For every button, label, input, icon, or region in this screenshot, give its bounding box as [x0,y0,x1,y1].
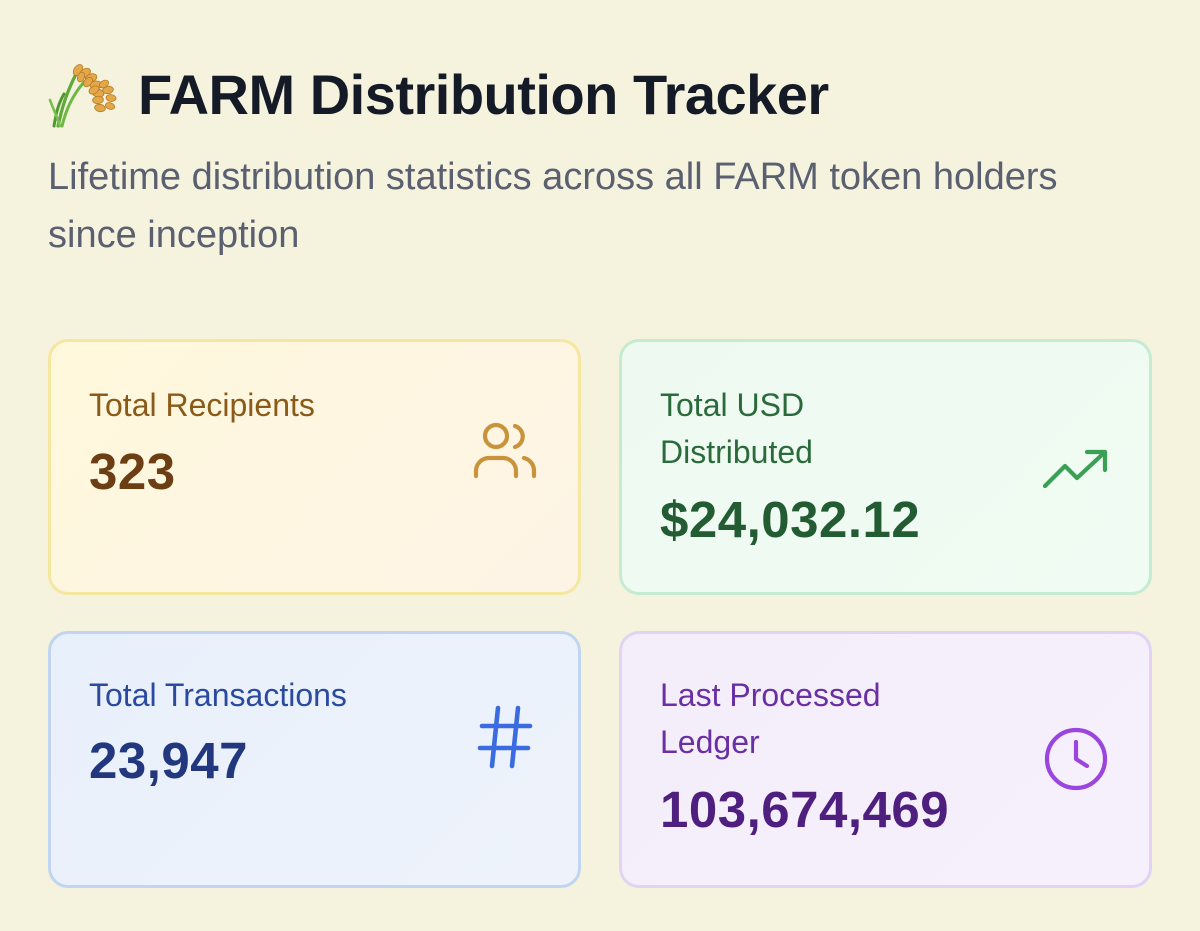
users-icon [473,422,537,479]
stat-card-total-usd: Total USD Distributed $24,032.12 [619,339,1152,595]
trending-up-icon [1042,449,1108,489]
stat-value: $24,032.12 [660,491,921,548]
title-row: FARM Distribution Tracker [48,58,1152,132]
stat-card-total-recipients: Total Recipients 323 [48,339,581,595]
rice-sheaf-icon [48,64,117,128]
page-title: FARM Distribution Tracker [138,63,829,126]
header: FARM Distribution Tracker Lifetime distr… [48,58,1152,264]
stat-label: Last Processed Ledger [660,677,881,760]
stat-label: Total Transactions [89,677,347,713]
stat-value: 103,674,469 [660,781,950,838]
stat-value: 323 [89,443,176,500]
hash-icon [477,705,533,769]
stat-label: Total Recipients [89,387,315,423]
stat-label: Total USD Distributed [660,387,813,470]
stat-card-total-transactions: Total Transactions 23,947 [48,631,581,888]
stats-grid: Total Recipients 323 Total USD Distribut… [48,339,1152,888]
clock-icon [1044,727,1108,791]
stat-card-last-processed-ledger: Last Processed Ledger 103,674,469 [619,631,1152,888]
stat-value: 23,947 [89,732,248,789]
page-subtitle: Lifetime distribution statistics across … [48,156,1058,256]
